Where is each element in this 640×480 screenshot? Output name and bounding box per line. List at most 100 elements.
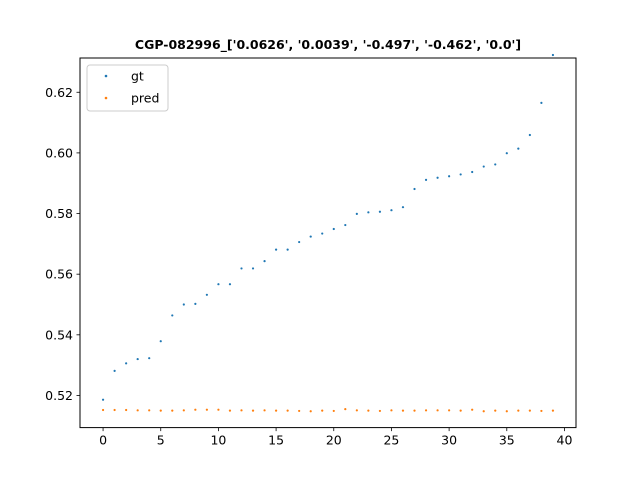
point-gt-28 — [424, 178, 428, 181]
point-gt-26 — [401, 206, 405, 209]
point-pred-25 — [390, 409, 393, 412]
point-gt-16 — [286, 248, 289, 251]
point-pred-12 — [240, 409, 243, 412]
point-gt-30 — [448, 175, 451, 178]
point-gt-7 — [182, 303, 185, 306]
point-pred-22 — [355, 409, 358, 412]
point-gt-32 — [471, 170, 474, 174]
point-pred-38 — [540, 409, 543, 413]
y-tick-label-0.62: 0.62 — [45, 85, 73, 100]
point-pred-27 — [413, 409, 416, 412]
legend-label-gt: gt — [131, 69, 144, 84]
point-gt-5 — [159, 340, 162, 343]
point-pred-11 — [228, 409, 232, 412]
point-pred-3 — [136, 409, 139, 412]
point-pred-37 — [528, 409, 531, 412]
x-axis: 0 5 10 15 20 25 30 35 40 — [99, 427, 573, 448]
point-pred-16 — [286, 409, 289, 412]
point-gt-10 — [217, 283, 220, 286]
point-gt-34 — [494, 163, 497, 166]
point-gt-6 — [171, 314, 174, 317]
point-gt-14 — [263, 260, 266, 263]
legend: gt pred — [86, 64, 169, 112]
point-gt-19 — [321, 232, 324, 235]
point-pred-19 — [321, 409, 324, 412]
point-gt-29 — [436, 176, 439, 179]
axes-frame — [79, 57, 577, 429]
point-gt-3 — [136, 357, 139, 361]
point-pred-23 — [367, 409, 370, 412]
x-tick-label-10: 10 — [210, 433, 226, 448]
point-pred-2 — [125, 408, 128, 412]
x-tick-label-20: 20 — [326, 433, 342, 448]
legend-box — [86, 64, 169, 112]
x-tick-label-15: 15 — [268, 433, 284, 448]
point-pred-30 — [448, 409, 451, 412]
point-gt-2 — [125, 362, 128, 365]
point-gt-21 — [344, 223, 347, 227]
point-pred-8 — [194, 408, 197, 411]
point-pred-18 — [309, 410, 312, 413]
point-pred-5 — [159, 409, 162, 412]
legend-label-pred: pred — [131, 91, 159, 106]
point-gt-31 — [459, 173, 462, 176]
point-pred-7 — [182, 409, 185, 412]
point-gt-1 — [113, 369, 116, 372]
point-pred-9 — [205, 408, 208, 411]
point-pred-10 — [217, 408, 220, 411]
point-gt-39 — [551, 53, 555, 57]
point-pred-15 — [274, 409, 278, 412]
point-gt-9 — [205, 293, 208, 296]
point-pred-6 — [171, 409, 174, 412]
point-gt-25 — [390, 209, 393, 212]
y-axis: 0.52 0.54 0.56 0.58 0.60 0.62 — [45, 85, 80, 403]
x-tick-label-40: 40 — [557, 433, 573, 448]
point-pred-4 — [148, 409, 151, 412]
y-tick-label-0.58: 0.58 — [45, 206, 73, 221]
point-pred-1 — [113, 408, 116, 412]
point-gt-0 — [101, 398, 105, 401]
point-pred-0 — [101, 408, 105, 412]
point-gt-18 — [309, 235, 312, 238]
x-tick-label-35: 35 — [499, 433, 515, 448]
point-gt-15 — [274, 248, 278, 251]
point-gt-17 — [298, 240, 301, 244]
point-pred-21 — [344, 408, 347, 411]
point-gt-24 — [378, 210, 382, 213]
point-pred-28 — [424, 409, 428, 412]
legend-marker-pred — [104, 96, 108, 100]
point-gt-22 — [355, 212, 358, 215]
chart-title: CGP-082996_['0.0626', '0.0039', '-0.497'… — [135, 37, 521, 53]
point-gt-35 — [505, 152, 508, 155]
point-gt-4 — [148, 357, 151, 360]
point-gt-11 — [228, 283, 232, 286]
point-pred-26 — [401, 409, 405, 412]
x-tick-label-25: 25 — [383, 433, 399, 448]
x-tick-label-5: 5 — [157, 433, 165, 448]
point-pred-32 — [471, 408, 474, 411]
point-gt-33 — [482, 165, 485, 168]
point-gt-36 — [517, 147, 520, 150]
point-pred-33 — [482, 410, 485, 413]
y-tick-label-0.60: 0.60 — [45, 145, 73, 160]
point-pred-17 — [298, 409, 301, 413]
point-gt-38 — [540, 101, 543, 104]
point-gt-27 — [413, 187, 416, 191]
point-pred-36 — [517, 409, 520, 412]
point-pred-31 — [459, 409, 462, 412]
y-tick-label-0.52: 0.52 — [45, 388, 73, 403]
point-gt-8 — [194, 302, 197, 305]
legend-marker-gt — [104, 74, 108, 78]
point-pred-34 — [494, 409, 497, 412]
x-tick-label-0: 0 — [99, 433, 107, 448]
point-gt-23 — [367, 211, 370, 214]
y-tick-label-0.56: 0.56 — [45, 267, 73, 282]
x-tick-label-30: 30 — [441, 433, 457, 448]
y-tick-label-0.54: 0.54 — [45, 327, 73, 342]
point-pred-29 — [436, 409, 439, 412]
point-pred-20 — [332, 409, 335, 413]
point-gt-37 — [528, 133, 531, 137]
point-pred-13 — [251, 409, 255, 412]
point-gt-12 — [240, 267, 243, 270]
